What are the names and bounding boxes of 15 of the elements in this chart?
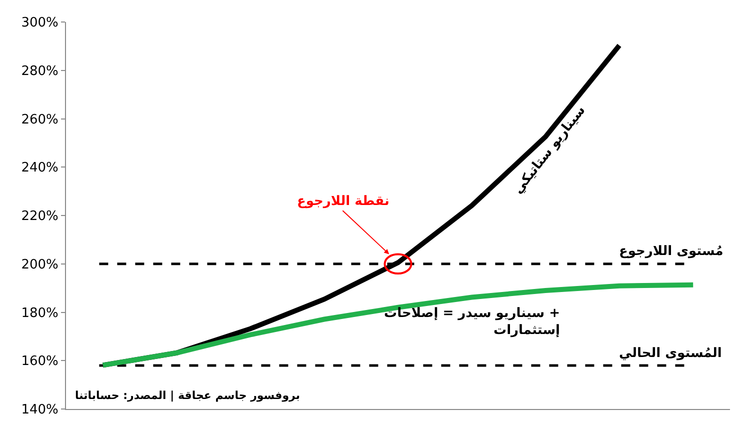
y-tick-label: 160% — [21, 354, 58, 370]
ref-line-label: مُستوى اللارجوع — [619, 244, 724, 259]
y-tick-label: 220% — [21, 209, 58, 224]
y-tick-label: 280% — [21, 64, 58, 79]
y-tick-label: 140% — [21, 402, 58, 418]
annotation: بروفسور جاسم عجاقة | المصدر: حساباتنا — [75, 389, 300, 402]
y-tick-label: 260% — [21, 112, 58, 128]
annotation: نقطة اللارجوع — [297, 194, 390, 209]
y-tick-label: 300% — [21, 16, 58, 31]
ref-line-label: المُستوى الحالي — [619, 346, 722, 361]
series-label: سيناريو سيدر = إصلاحات + إستثمارات — [384, 306, 560, 338]
y-tick-label: 240% — [21, 160, 58, 176]
text: سيناريو ستاتيكي — [510, 103, 589, 197]
y-tick-label: 180% — [21, 306, 58, 321]
y-tick-label: 200% — [21, 257, 58, 272]
